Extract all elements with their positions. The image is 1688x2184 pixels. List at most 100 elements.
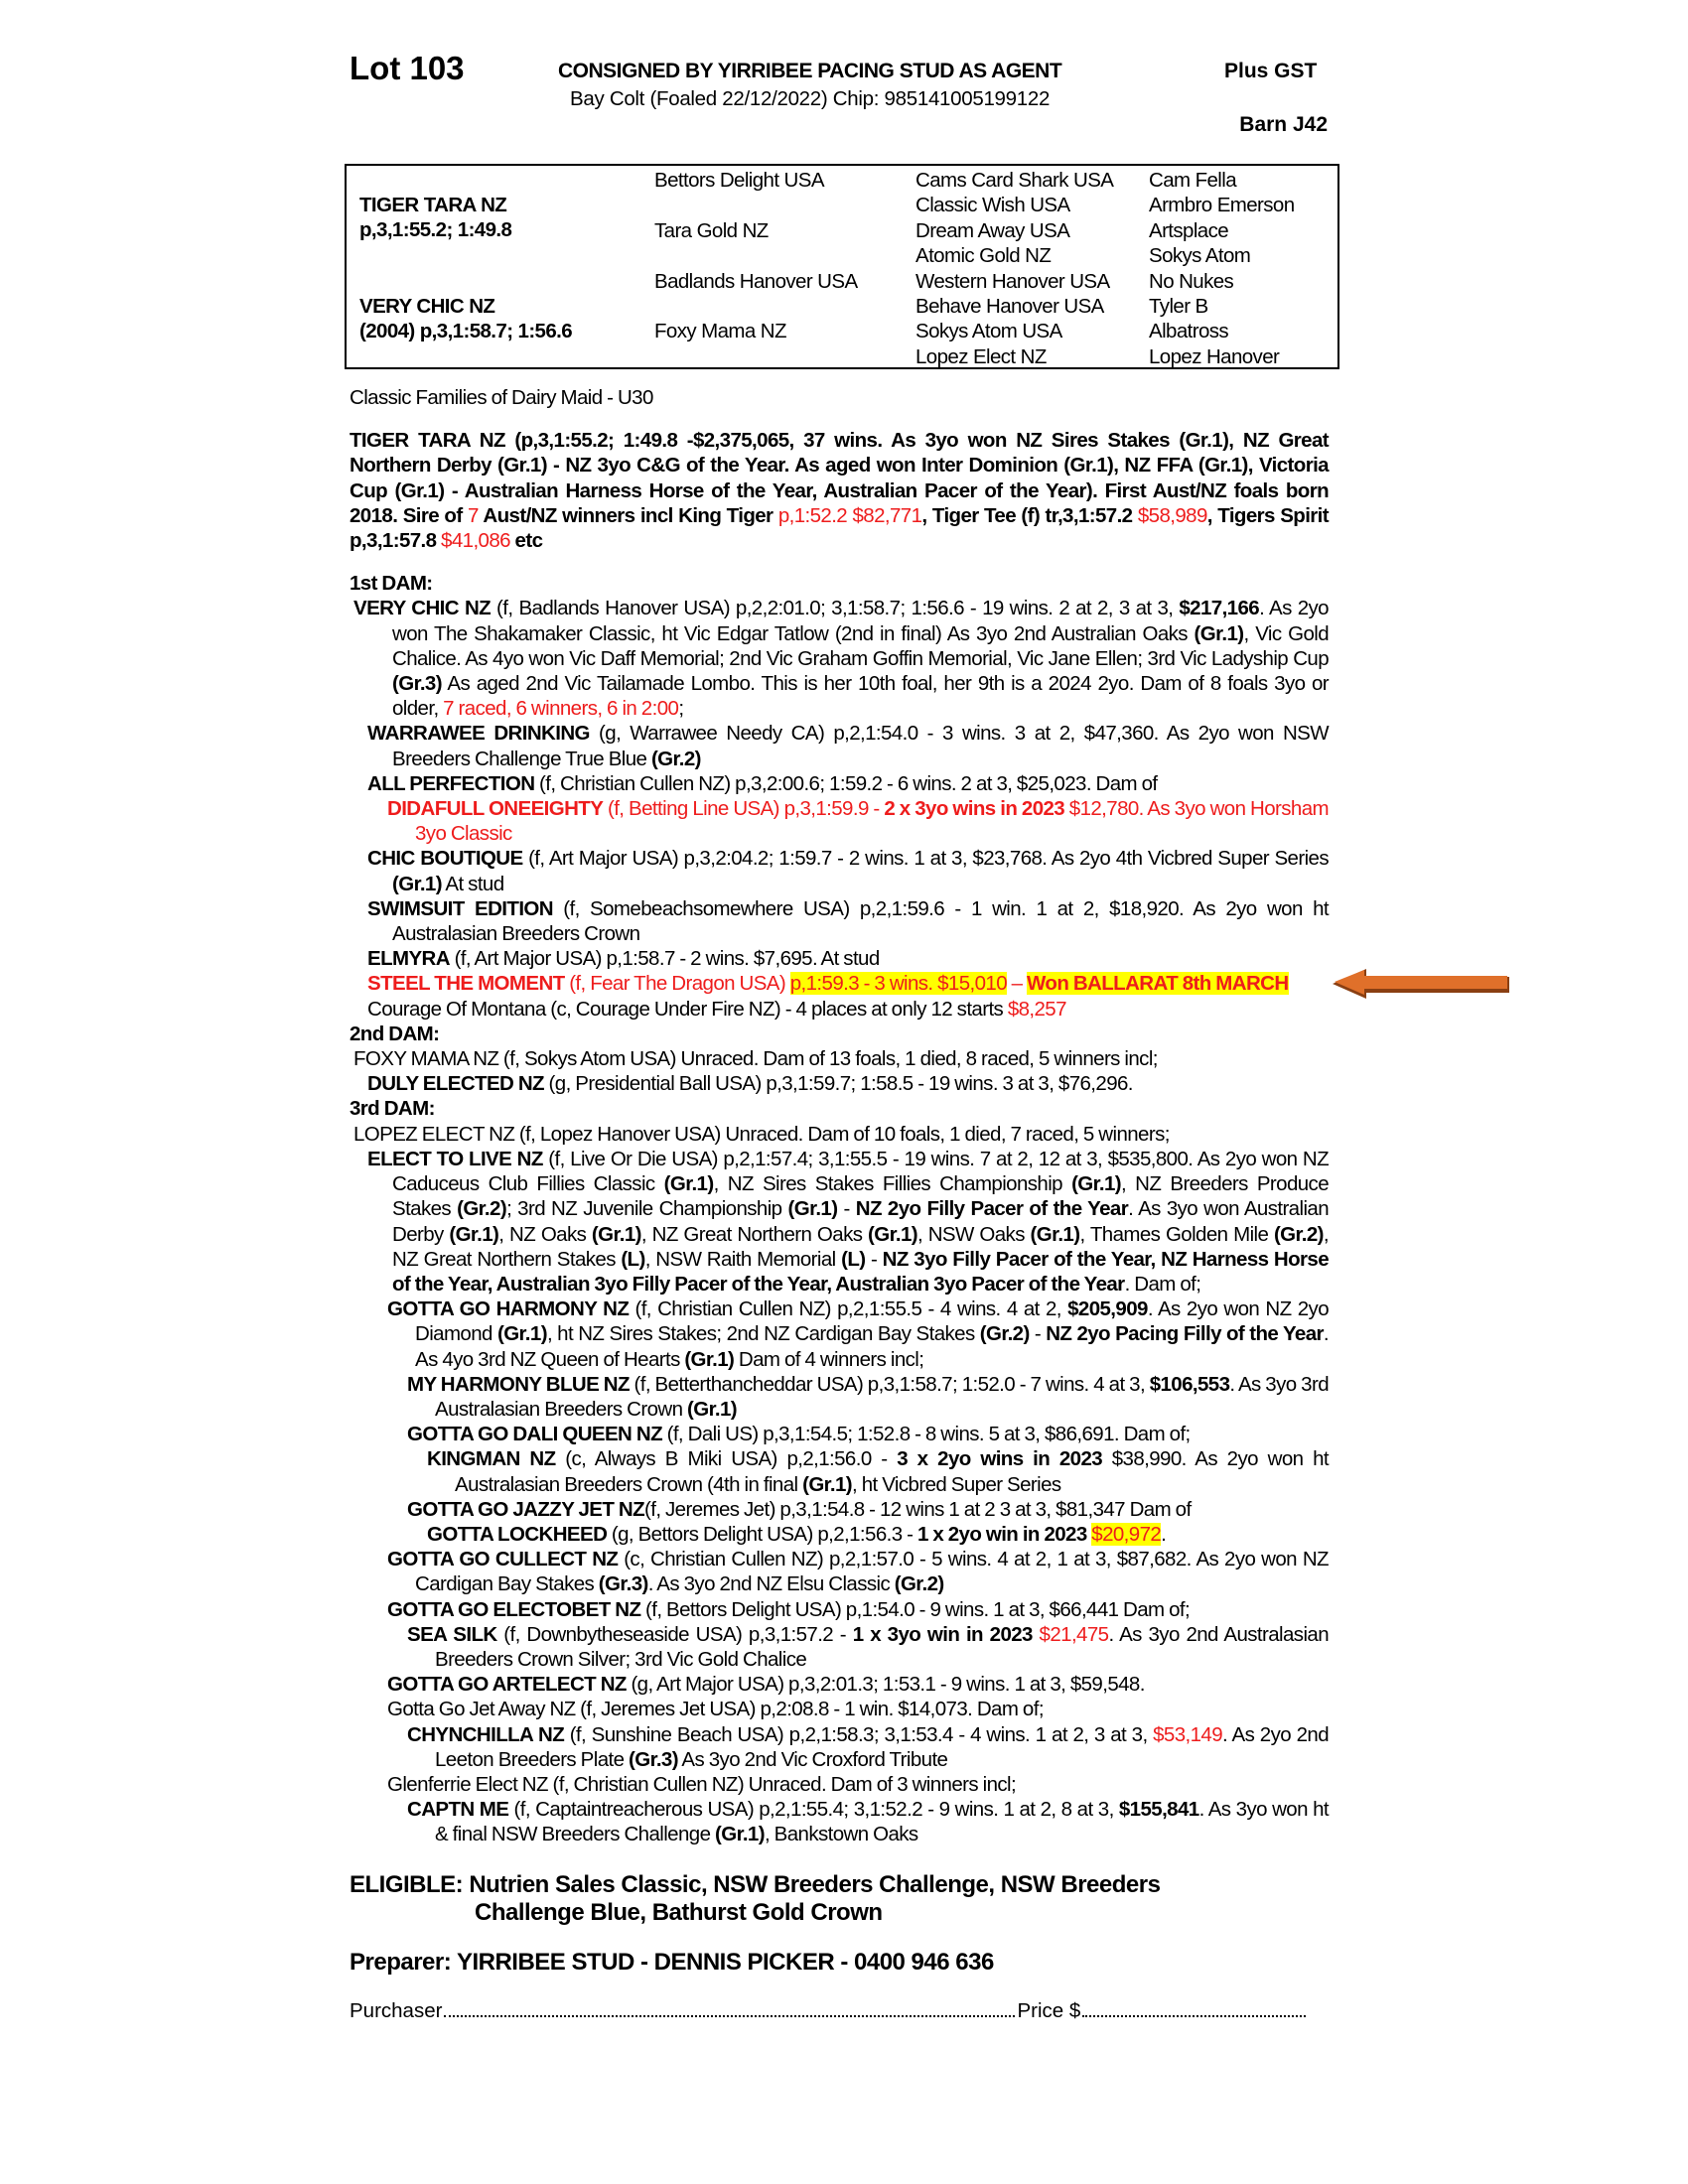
text-run: $12,780. As 3yo won Horsham 3yo Classic bbox=[415, 797, 1330, 846]
text-run: (Gr.1) bbox=[787, 1197, 839, 1221]
text-run: (f, Downbytheseaside USA) p,3,1:57.2 - bbox=[496, 1622, 853, 1646]
catalogue-body: Classic Families of Dairy Maid - U30 TIG… bbox=[350, 385, 1330, 1847]
pedigree-entry: KINGMAN NZ (c, Always B Miki USA) p,2,1:… bbox=[350, 1446, 1330, 1496]
text-run: . As 2yo 2nd Leeton Breeders Plate bbox=[435, 1722, 1330, 1771]
pedigree-entry: CHIC BOUTIQUE (f, Art Major USA) p,3,2:0… bbox=[350, 846, 1330, 895]
text-run: (L) bbox=[621, 1247, 645, 1271]
pedigree-entry: FOXY MAMA NZ (f, Sokys Atom USA) Unraced… bbox=[350, 1046, 1329, 1071]
text-run: ; 3rd NZ Juvenile Championship bbox=[506, 1197, 788, 1221]
text-run: FOXY MAMA NZ (f, Sokys Atom USA) Unraced… bbox=[353, 1047, 1158, 1071]
text-run: , NZ Sires Stakes Fillies Championship bbox=[713, 1172, 1072, 1196]
pedigree-entry: Courage Of Montana (c, Courage Under Fir… bbox=[350, 997, 1329, 1022]
text-run: . As 2yo won NZ 2yo Diamond bbox=[415, 1297, 1330, 1346]
text-run: . As 2yo won The Shakamaker Classic, ht … bbox=[392, 597, 1330, 645]
pedigree-entry: LOPEZ ELECT NZ (f, Lopez Hanover USA) Un… bbox=[350, 1122, 1329, 1147]
text-run: , Vic Gold Chalice. As 4yo won Vic Daff … bbox=[392, 621, 1330, 670]
text-run: CAPTN ME bbox=[407, 1798, 509, 1822]
text-run: 7 bbox=[467, 503, 479, 527]
text-run: Glenferrie Elect NZ (f, Christian Cullen… bbox=[387, 1772, 1017, 1796]
text-run: KINGMAN NZ bbox=[427, 1447, 556, 1471]
text-run: , NZ Great Northern Stakes bbox=[392, 1222, 1330, 1271]
text-run: $8,257 bbox=[1007, 997, 1067, 1021]
text-run: $20,972 bbox=[1091, 1522, 1162, 1546]
pedigree-gen3-ancestor: Western Hanover USA bbox=[915, 269, 1110, 293]
pedigree-entry: GOTTA LOCKHEED (g, Bettors Delight USA) … bbox=[350, 1522, 1329, 1547]
pedigree-gen2-ancestor: Foxy Mama NZ bbox=[654, 320, 787, 343]
text-run: (g, Presidential Ball USA) p,3,1:59.7; 1… bbox=[543, 1072, 1134, 1096]
text-run: (f, Betting Line USA) p,3,1:59.9 - bbox=[603, 797, 885, 821]
text-run: , ht Vicbred Super Series bbox=[852, 1472, 1061, 1496]
text-run: WARRAWEE DRINKING bbox=[367, 722, 591, 746]
text-run: , NSW Raith Memorial bbox=[644, 1247, 842, 1271]
text-run: NZ 3yo Filly Pacer of the Year, NZ Harne… bbox=[392, 1247, 1330, 1296]
pedigree-gen4-ancestor: Cam Fella bbox=[1149, 169, 1237, 192]
text-run: Aust/NZ winners incl King Tiger bbox=[478, 503, 778, 527]
text-run: SEA SILK bbox=[407, 1622, 497, 1646]
lot-number: Lot 103 bbox=[350, 50, 465, 86]
text-run: (g, Art Major USA) p,3,2:01.3; 1:53.1 - … bbox=[626, 1673, 1145, 1697]
pedigree-gen4-ancestor: Lopez Hanover bbox=[1149, 344, 1280, 368]
text-run: p,1:52.2 $82,771 bbox=[777, 503, 922, 527]
text-run: – bbox=[1007, 972, 1028, 996]
text-run: $53,149 bbox=[1153, 1722, 1223, 1746]
text-run: - bbox=[837, 1197, 856, 1221]
pedigree-entry: GOTTA GO ELECTOBET NZ (f, Bettors Deligh… bbox=[350, 1597, 1329, 1622]
section-heading: 1st DAM: bbox=[350, 572, 433, 596]
text-run: Dam of 4 winners incl; bbox=[734, 1347, 924, 1371]
text-run: DULY ELECTED NZ bbox=[367, 1072, 545, 1096]
text-run: $217,166 bbox=[1179, 597, 1260, 620]
text-run: (f, Badlands Hanover USA) p,2,2:01.0; 3,… bbox=[491, 597, 1180, 620]
text-run: , Tigers Spirit p,3,1:57.8 bbox=[350, 503, 1330, 553]
text-run: $38,990. As 2yo won ht Australasian Bree… bbox=[455, 1447, 1330, 1496]
pedigree-entry: GOTTA GO CULLECT NZ (c, Christian Cullen… bbox=[350, 1547, 1330, 1596]
text-run: (f, Christian Cullen NZ) p,3,2:00.6; 1:5… bbox=[534, 771, 1158, 795]
text-run: (Gr.1) bbox=[591, 1222, 642, 1246]
text-run: GOTTA GO CULLECT NZ bbox=[387, 1548, 619, 1571]
text-run: , NZ Breeders Produce Stakes bbox=[392, 1172, 1330, 1221]
sire-record: p,3,1:55.2; 1:49.8 bbox=[359, 218, 512, 241]
sire-summary: TIGER TARA NZ (p,3,1:55.2; 1:49.8 -$2,37… bbox=[350, 428, 1330, 553]
text-run: (Gr.2) bbox=[650, 747, 702, 770]
text-run: (g, Bettors Delight USA) p,2,1:56.3 - bbox=[607, 1522, 917, 1546]
arrow-left-icon bbox=[1333, 969, 1509, 999]
pedigree-gen2-ancestor: Tara Gold NZ bbox=[654, 218, 769, 242]
eligibility: ELIGIBLE: Nutrien Sales Classic, NSW Bre… bbox=[350, 1871, 1329, 1927]
text-run: 3 x 2yo wins in 2023 bbox=[897, 1447, 1103, 1471]
text-run: (c, Always B Miki USA) p,2,1:56.0 - bbox=[555, 1447, 898, 1471]
pedigree-gen4-ancestor: Tyler B bbox=[1149, 295, 1208, 318]
pedigree-entry: ALL PERFECTION (f, Christian Cullen NZ) … bbox=[350, 771, 1329, 796]
text-run: (f, Betterthancheddar USA) p,3,1:58.7; 1… bbox=[629, 1372, 1150, 1396]
text-run: DIDAFULL ONEEIGHTY bbox=[387, 797, 604, 821]
text-run: CHIC BOUTIQUE bbox=[367, 847, 523, 871]
purchaser-field[interactable] bbox=[444, 2014, 1016, 2017]
text-run: (Gr.1) bbox=[1071, 1172, 1122, 1196]
sire-name: TIGER TARA NZ bbox=[359, 194, 507, 216]
pedigree-entry: CAPTN ME (f, Captaintreacherous USA) p,2… bbox=[350, 1797, 1330, 1846]
text-run: (f, Captaintreacherous USA) p,2,1:55.4; … bbox=[508, 1798, 1119, 1822]
text-run: (Gr.1) bbox=[868, 1222, 918, 1246]
text-run: LOPEZ ELECT NZ (f, Lopez Hanover USA) Un… bbox=[353, 1122, 1170, 1146]
pedigree-entry: SEA SILK (f, Downbytheseaside USA) p,3,1… bbox=[350, 1622, 1330, 1672]
pedigree-gen3-ancestor: Cams Card Shark USA bbox=[915, 169, 1114, 192]
purchase-form: Purchaser Price $ bbox=[350, 1998, 1329, 2053]
price-field[interactable] bbox=[1082, 2014, 1307, 2017]
text-run: . As 3yo won ht & final NSW Breeders Cha… bbox=[435, 1798, 1330, 1846]
text-run: NZ 2yo Pacing Filly of the Year bbox=[1046, 1322, 1324, 1346]
text-run: Won BALLARAT 8th MARCH bbox=[1027, 972, 1289, 996]
pedigree-entry: ELECT TO LIVE NZ (f, Live Or Die USA) p,… bbox=[350, 1147, 1330, 1297]
text-run: GOTTA GO DALI QUEEN NZ bbox=[407, 1423, 663, 1446]
eligible-line-1: ELIGIBLE: Nutrien Sales Classic, NSW Bre… bbox=[350, 1870, 1161, 1898]
pedigree-gen3-ancestor: Lopez Elect NZ bbox=[915, 344, 1047, 368]
pedigree-entry: Gotta Go Jet Away NZ (f, Jeremes Jet USA… bbox=[350, 1697, 1329, 1721]
text-run: (f, Bettors Delight USA) p,1:54.0 - 9 wi… bbox=[640, 1597, 1191, 1621]
text-run: (Gr.1) bbox=[684, 1347, 735, 1371]
text-run: ELECT TO LIVE NZ bbox=[367, 1147, 543, 1170]
text-run: GOTTA GO HARMONY NZ bbox=[387, 1297, 630, 1321]
text-run: SWIMSUIT EDITION bbox=[367, 896, 554, 920]
text-run: (Gr.1) bbox=[715, 1823, 766, 1846]
text-run: (Gr.1) bbox=[1030, 1222, 1081, 1246]
text-run: $106,553 bbox=[1149, 1372, 1230, 1396]
text-run: . bbox=[1161, 1522, 1167, 1546]
pedigree-entry: WARRAWEE DRINKING (g, Warrawee Needy CA)… bbox=[350, 721, 1330, 770]
text-run: MY HARMONY BLUE NZ bbox=[407, 1372, 630, 1396]
